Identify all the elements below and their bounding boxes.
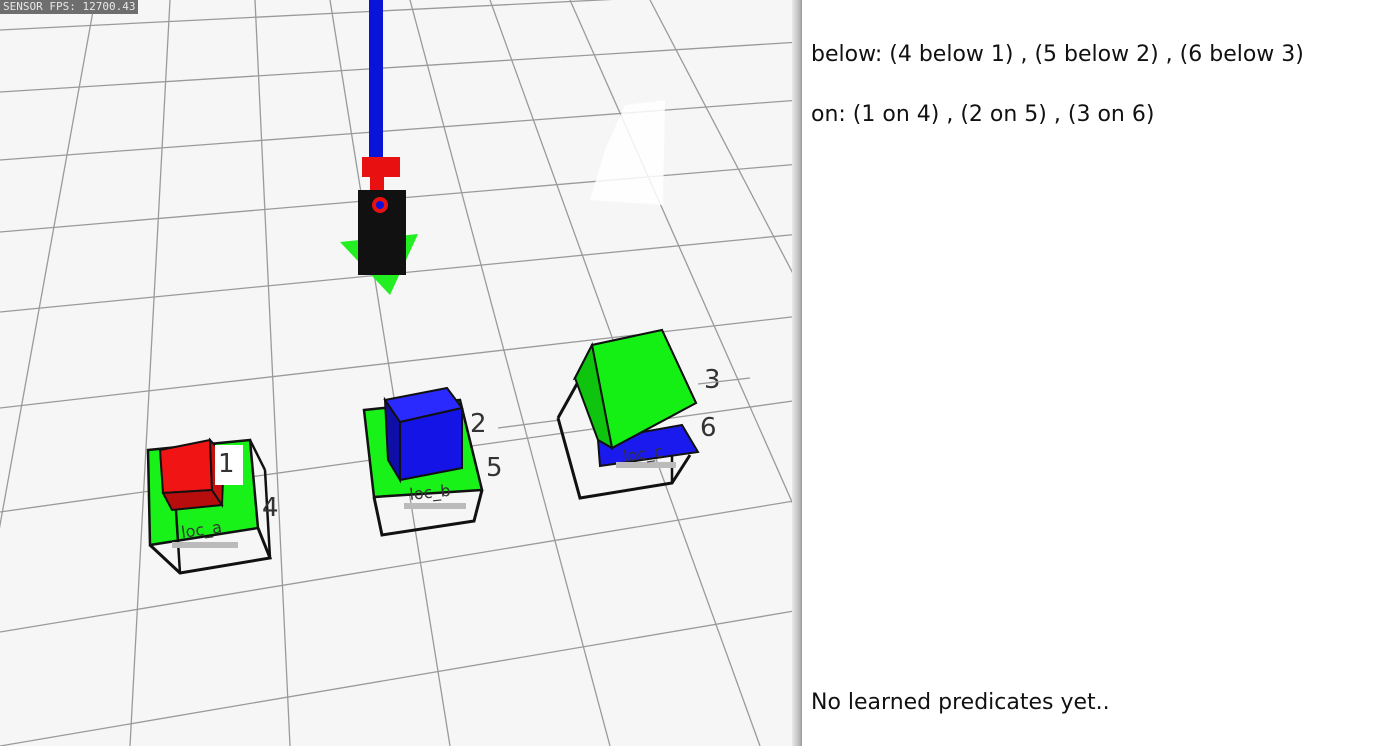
location-c[interactable]: 3 6 loc_c [556, 328, 751, 500]
block-1[interactable] [158, 438, 214, 495]
robot-arm[interactable] [340, 0, 418, 295]
on-predicates-text: on: (1 on 4) , (2 on 5) , (3 on 6) [811, 102, 1155, 127]
location-label-b: loc_b [408, 481, 451, 505]
sensor-fps-readout: SENSOR FPS: 12700.43 [0, 0, 139, 14]
object-label-6: 6 [700, 413, 717, 443]
below-predicates-text: below: (4 below 1) , (5 below 2) , (6 be… [811, 42, 1304, 67]
location-label-a: loc_a [180, 517, 223, 542]
location-frame [372, 489, 484, 537]
arm-link [369, 0, 383, 165]
object-label-4: 4 [262, 493, 279, 523]
scene-canvas: 1 4 loc_a 2 5 loc_b [0, 0, 800, 746]
panel-divider[interactable] [792, 0, 802, 746]
object-label-1: 1 [218, 449, 235, 479]
arm-joint [362, 157, 400, 177]
learned-predicates-status: No learned predicates yet.. [811, 690, 1110, 715]
location-b[interactable]: 2 5 loc_b [362, 386, 561, 537]
object-label-5: 5 [486, 453, 503, 483]
object-label-2: 2 [470, 409, 487, 439]
location-a[interactable]: 1 4 loc_a [146, 437, 279, 575]
background-artifact [590, 100, 665, 205]
block-6[interactable] [596, 423, 700, 468]
object-label-3: 3 [704, 365, 721, 395]
predicates-panel: below: (4 below 1) , (5 below 2) , (6 be… [802, 0, 1391, 746]
location-frame [148, 527, 273, 575]
arm-joint-ring-inner [376, 201, 384, 209]
simulation-viewport[interactable]: 1 4 loc_a 2 5 loc_b [0, 0, 800, 746]
